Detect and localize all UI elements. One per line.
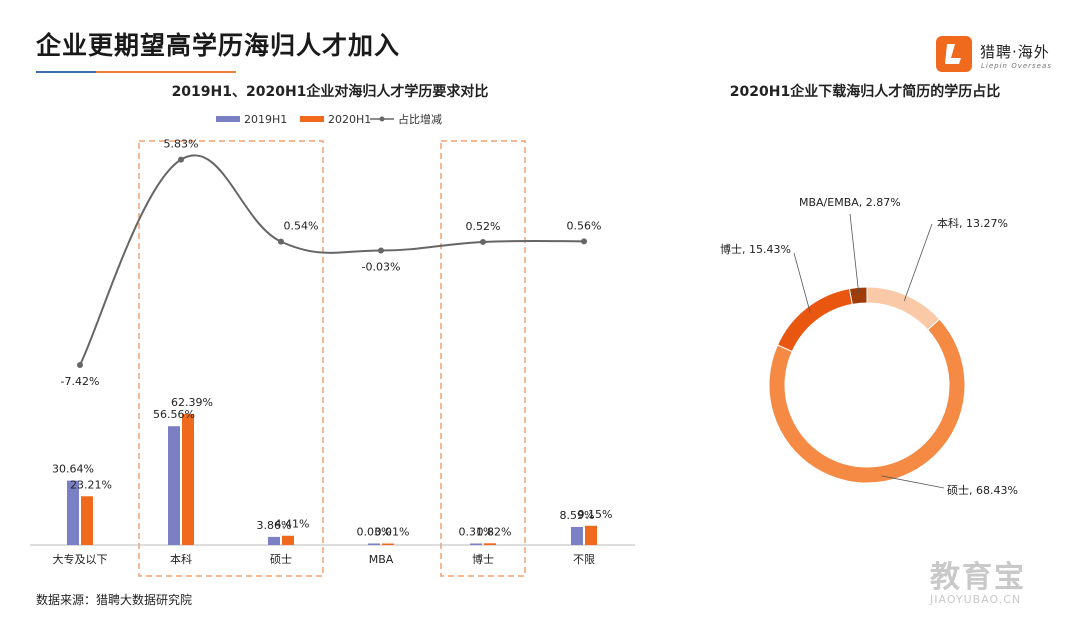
- donut-label-2: 博士, 15.43%: [720, 243, 791, 256]
- bar-2020-3: [382, 543, 394, 545]
- bar-label-2019-3: 0.03%: [357, 526, 392, 539]
- change-label-0: -7.42%: [61, 375, 100, 388]
- data-source: 数据来源：猎聘大数据研究院: [36, 593, 193, 607]
- legend-label-change: 占比增减: [398, 112, 442, 126]
- bar-2020-4: [484, 543, 496, 545]
- bar-label-2019-5: 8.59%: [560, 509, 595, 522]
- change-label-1: 5.83%: [164, 138, 199, 151]
- bar-label-2020-5: 9.15%: [578, 508, 613, 521]
- bar-2020-2: [282, 535, 294, 545]
- legend-swatch-2020: [300, 116, 324, 122]
- x-tick-5: 不限: [573, 553, 595, 566]
- change-point-1: [178, 156, 184, 163]
- bar-2020-5: [585, 525, 597, 545]
- bar-label-2020-4: 0.82%: [477, 525, 512, 538]
- change-line: [79, 154, 585, 366]
- bar-label-2019-4: 0.31%: [459, 526, 494, 539]
- change-point-4: [480, 238, 486, 245]
- change-label-4: 0.52%: [466, 220, 501, 233]
- bar-label-2019-1: 56.56%: [153, 408, 195, 421]
- bar-2019-3: [368, 543, 380, 545]
- donut-leader-2: [793, 252, 811, 313]
- bar-2019-4: [470, 543, 482, 545]
- change-point-0: [77, 362, 83, 369]
- x-tick-1: 本科: [170, 552, 192, 566]
- logo-subtitle: Liepin Overseas: [981, 62, 1052, 70]
- legend-label-2020: 2020H1: [328, 113, 371, 126]
- x-tick-0: 大专及以下: [53, 552, 108, 566]
- change-point-2: [278, 238, 284, 245]
- x-tick-2: 硕士: [270, 553, 292, 566]
- donut-leader-3: [849, 213, 860, 294]
- bar-2020-0: [81, 496, 93, 545]
- donut-slice-0: [866, 286, 941, 331]
- legend-swatch-2019: [216, 116, 240, 122]
- bar-2019-5: [571, 526, 583, 545]
- liepin-logo-icon: [936, 36, 972, 72]
- change-point-3: [378, 247, 384, 254]
- bar-label-2019-2: 3.86%: [257, 519, 292, 532]
- bar-label-2020-3: 0.01%: [375, 526, 410, 539]
- page-title: 企业更期望高学历海归人才加入: [36, 31, 401, 60]
- donut-leader-0: [903, 223, 933, 302]
- watermark-sub: JIAOYUBAO.CN: [930, 593, 1022, 606]
- change-label-5: 0.56%: [567, 219, 602, 232]
- donut-slice-2: [776, 288, 853, 353]
- logo-name: 猎聘·海外: [980, 43, 1050, 61]
- donut-leader-1: [881, 475, 945, 489]
- donut-label-0: 本科, 13.27%: [937, 216, 1008, 230]
- watermark: 教育宝: [930, 560, 1026, 595]
- legend-marker-change: [379, 116, 385, 122]
- pie-chart-title: 2020H1企业下载海归人才简历的学历占比: [730, 83, 1000, 100]
- change-label-2: 0.54%: [284, 220, 319, 233]
- donut-slice-1: [768, 318, 966, 484]
- title-underline-accent: [36, 71, 96, 73]
- bar-label-2020-0: 23.21%: [70, 478, 112, 491]
- change-point-5: [581, 238, 587, 245]
- title-underline: [36, 71, 236, 73]
- bar-2019-2: [268, 536, 280, 545]
- bar-label-2019-0: 30.64%: [52, 463, 94, 476]
- x-tick-3: MBA: [369, 553, 394, 566]
- bar-2020-1: [182, 413, 194, 545]
- bar-label-2020-2: 4.41%: [275, 518, 310, 531]
- highlight-box-1: [440, 140, 526, 577]
- donut-label-1: 硕士, 68.43%: [947, 484, 1018, 497]
- bar-label-2020-1: 62.39%: [171, 396, 213, 409]
- bar-2019-0: [67, 480, 79, 545]
- x-tick-4: 博士: [472, 553, 494, 566]
- highlight-box-0: [138, 140, 324, 577]
- bar-chart-title: 2019H1、2020H1企业对海归人才学历要求对比: [172, 83, 489, 100]
- bar-2019-1: [168, 426, 180, 545]
- donut-slice-3: [848, 286, 868, 305]
- donut-label-3: MBA/EMBA, 2.87%: [799, 196, 901, 209]
- change-label-3: -0.03%: [362, 260, 401, 273]
- legend-label-2019: 2019H1: [244, 113, 287, 126]
